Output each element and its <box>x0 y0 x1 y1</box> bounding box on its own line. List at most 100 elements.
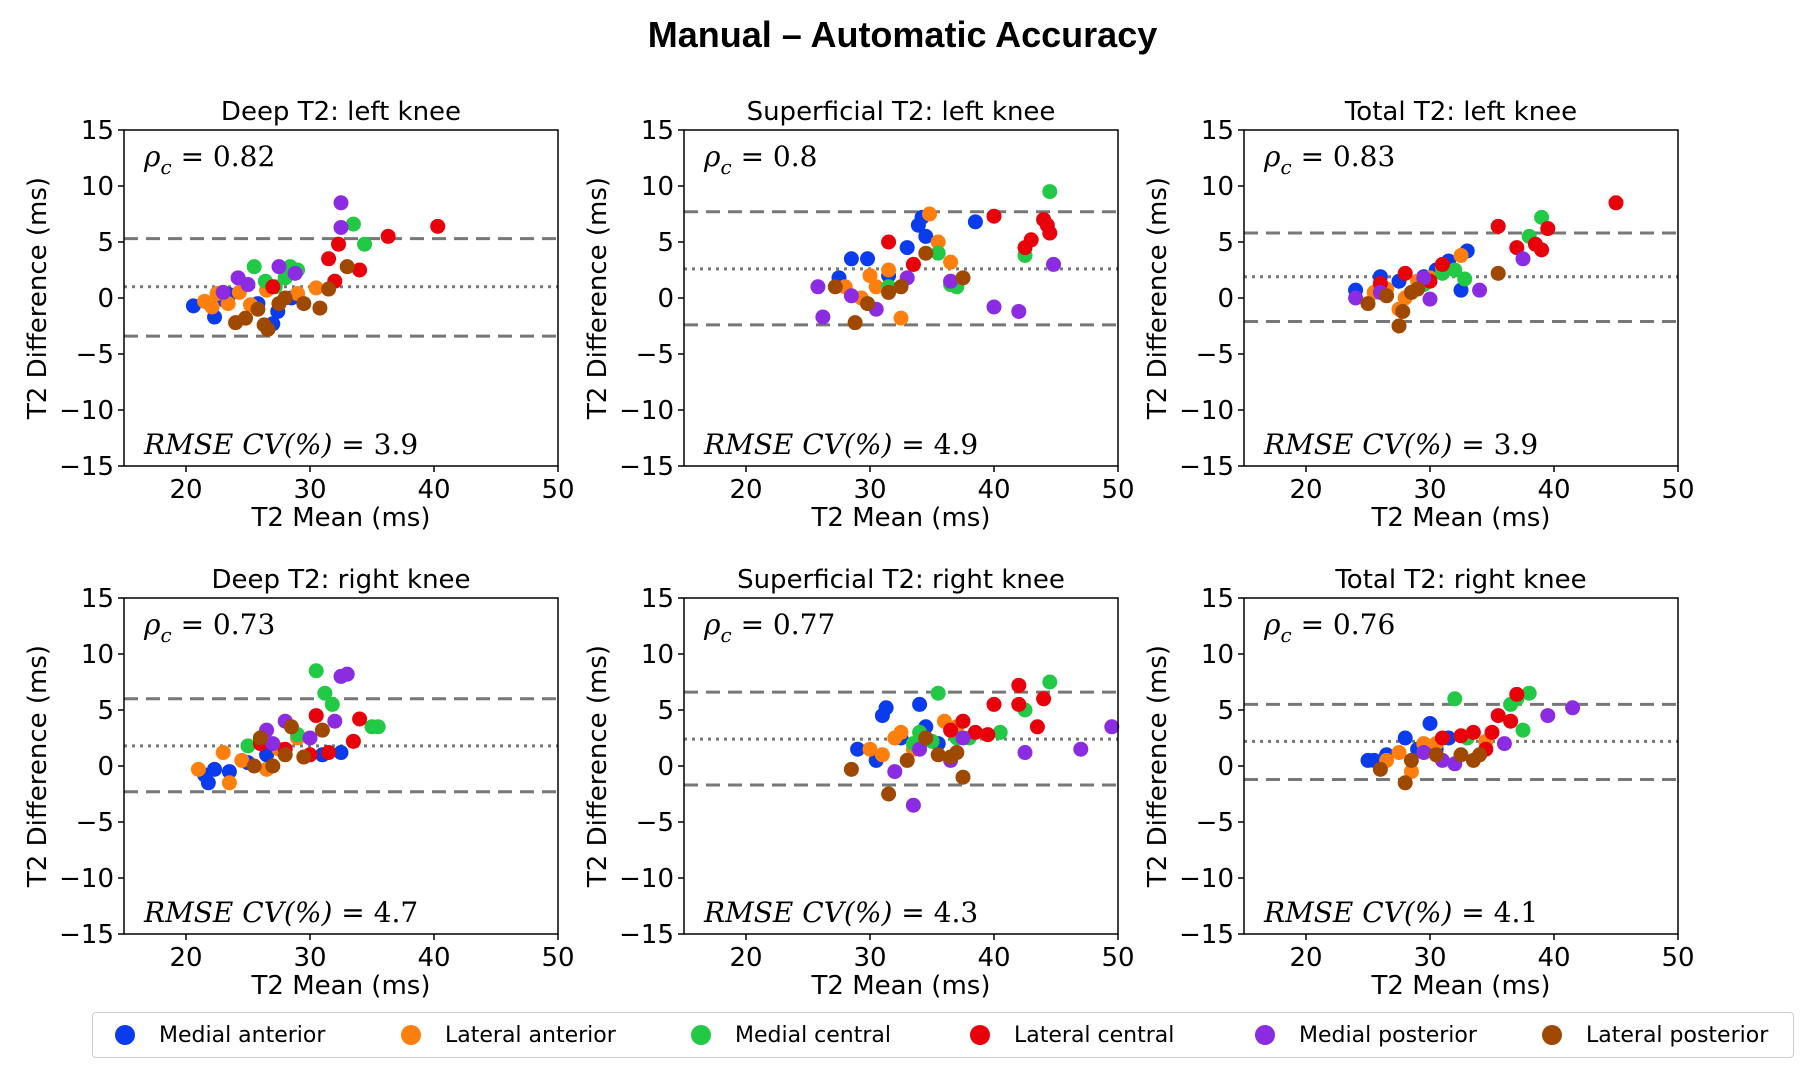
panel-5-point-medial-posterior <box>912 741 928 757</box>
panel-4-point-lateral-anterior <box>221 775 237 791</box>
panel-2-point-lateral-posterior <box>860 296 876 312</box>
panel-5-point-lateral-anterior <box>893 724 909 740</box>
panel-4-point-lateral-posterior <box>277 747 293 763</box>
panel-2-ytick-label: 10 <box>641 172 674 202</box>
panel-4-point-medial-anterior <box>221 764 237 780</box>
panel-2-point-medial-anterior <box>860 251 876 267</box>
panel-6-point-medial-central <box>1521 685 1537 701</box>
panel-3-xtick-label: 30 <box>1413 475 1446 505</box>
panel-3-point-lateral-central <box>1534 242 1550 258</box>
panel-2-point-medial-posterior <box>1011 303 1027 319</box>
panel-5-point-lateral-posterior <box>955 769 971 785</box>
panel-2-ytick-label: 5 <box>657 228 674 258</box>
panel-5-point-lateral-central <box>955 713 971 729</box>
panel-1-point-lateral-anterior <box>308 280 324 296</box>
panel-5-xtick-label: 50 <box>1101 943 1134 973</box>
panel-1-point-lateral-central <box>321 251 337 267</box>
panel-3-ytick-label: −15 <box>1179 452 1234 482</box>
panel-6-point-lateral-central <box>1465 724 1481 740</box>
panel-2-point-medial-anterior <box>967 214 983 230</box>
panel-1-point-medial-central <box>357 236 373 252</box>
panel-3-point-lateral-central <box>1540 221 1556 237</box>
panel-1-ytick-label: −10 <box>59 396 114 426</box>
panel-5-ytick-label: −5 <box>636 808 674 838</box>
panel-3-ytick-label: 0 <box>1217 284 1234 314</box>
panel-6-point-lateral-anterior <box>1391 745 1407 761</box>
panel-2-point-lateral-posterior <box>955 270 971 286</box>
panel-1-ytick-label: 5 <box>97 228 114 258</box>
panel-3-point-lateral-posterior <box>1395 303 1411 319</box>
panel-3-point-lateral-posterior <box>1391 318 1407 334</box>
legend-marker <box>401 1025 421 1045</box>
panel-5-rho-label: ρc = 0.77 <box>703 608 835 647</box>
panel-6-ytick-label: −5 <box>1196 808 1234 838</box>
panel-3-point-lateral-central <box>1490 218 1506 234</box>
panel-4-point-medial-central <box>317 685 333 701</box>
panel-2-point-medial-central <box>930 245 946 261</box>
panel-3-point-lateral-central <box>1397 265 1413 281</box>
panel-2-point-lateral-anterior <box>881 262 897 278</box>
panel-1-point-medial-central <box>345 216 361 232</box>
panel-6-point-lateral-posterior <box>1472 747 1488 763</box>
panel-2-ytick-label: −10 <box>619 396 674 426</box>
legend-item-medial-central: Medial central <box>691 1013 891 1057</box>
panel-5-point-medial-central <box>992 724 1008 740</box>
panel-6-point-lateral-central <box>1490 708 1506 724</box>
panel-6-point-lateral-central <box>1484 724 1500 740</box>
panel-3-point-lateral-posterior <box>1490 265 1506 281</box>
legend-marker <box>970 1025 990 1045</box>
panel-2-point-lateral-anterior <box>943 254 959 270</box>
panel-5-ytick-label: 15 <box>641 584 674 614</box>
legend-item-lateral-anterior: Lateral anterior <box>401 1013 616 1057</box>
panel-5-point-medial-posterior <box>1017 745 1033 761</box>
panel-2-point-medial-posterior <box>810 279 826 295</box>
legend-label: Lateral central <box>1014 1022 1175 1048</box>
panel-5-point-lateral-central <box>1036 691 1052 707</box>
panel-4-title: Deep T2: right knee <box>211 565 470 595</box>
panel-4-xtick-label: 40 <box>417 943 450 973</box>
panel-2-point-medial-posterior <box>815 309 831 325</box>
panel-4-ytick-label: −10 <box>59 864 114 894</box>
panel-4-point-lateral-posterior <box>283 719 299 735</box>
panel-2-ytick-label: −5 <box>636 340 674 370</box>
legend-item-medial-anterior: Medial anterior <box>115 1013 325 1057</box>
panel-6-point-lateral-posterior <box>1428 747 1444 763</box>
panel-1-point-lateral-posterior <box>321 281 337 297</box>
panel-4-ytick-label: −15 <box>59 920 114 950</box>
legend-item-lateral-central: Lateral central <box>970 1013 1174 1057</box>
panel-4-point-medial-posterior <box>327 713 343 729</box>
panel-2-xtick-label: 50 <box>1101 475 1134 505</box>
panel-3-xtick-label: 20 <box>1289 475 1322 505</box>
panel-6-title: Total T2: right knee <box>1334 565 1586 595</box>
panel-4-point-medial-posterior <box>265 736 281 752</box>
panel-2-rmse-label: RMSE CV(%) = 4.9 <box>703 428 978 461</box>
panel-6-point-lateral-posterior <box>1397 775 1413 791</box>
panel-6-point-medial-posterior <box>1416 745 1432 761</box>
panel-5-ytick-label: −15 <box>619 920 674 950</box>
panel-5-point-lateral-anterior <box>874 747 890 763</box>
panel-4-point-medial-anterior <box>259 747 275 763</box>
panel-1-point-medial-posterior <box>240 277 256 293</box>
panel-5-point-lateral-posterior <box>881 786 897 802</box>
legend-label: Medial anterior <box>159 1022 326 1048</box>
panel-5-ytick-label: −10 <box>619 864 674 894</box>
panel-1-point-lateral-posterior <box>277 290 293 306</box>
panel-4-ylabel: T2 Difference (ms) <box>23 645 53 888</box>
panel-3-point-medial-central <box>1534 209 1550 225</box>
legend-label: Medial posterior <box>1299 1022 1477 1048</box>
panel-1-xtick-label: 40 <box>417 475 450 505</box>
panel-2-xlabel: T2 Mean (ms) <box>811 503 991 533</box>
panel-5-rmse-label: RMSE CV(%) = 4.3 <box>703 896 978 929</box>
panel-1-ytick-label: 0 <box>97 284 114 314</box>
panel-4-point-lateral-anterior <box>234 752 250 768</box>
panel-2-point-lateral-anterior <box>893 310 909 326</box>
panel-2-ytick-label: −15 <box>619 452 674 482</box>
panel-2-point-medial-anterior <box>899 240 915 256</box>
panel-5-xtick-label: 40 <box>977 943 1010 973</box>
panel-2-point-lateral-posterior <box>918 245 934 261</box>
panel-1-point-medial-posterior <box>287 265 303 281</box>
panel-2-point-lateral-central <box>986 208 1002 224</box>
panel-1-rho-label: ρc = 0.82 <box>143 140 275 179</box>
panel-2-point-lateral-posterior <box>893 279 909 295</box>
panel-1-point-lateral-posterior <box>312 300 328 316</box>
